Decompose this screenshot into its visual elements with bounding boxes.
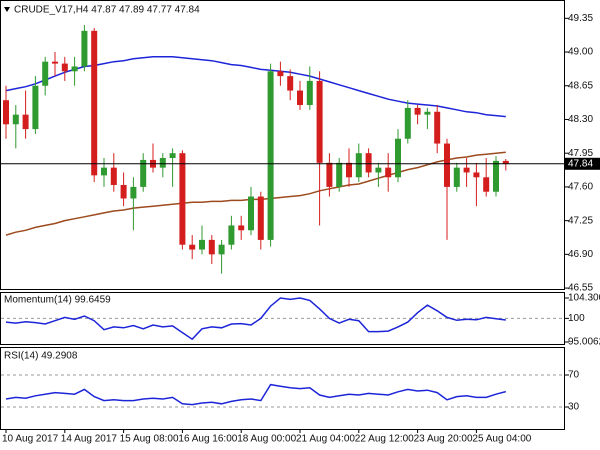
candle-body [502, 160, 509, 164]
candle-body [277, 71, 284, 77]
candle-body [493, 160, 499, 192]
y-tick-label: 48.30 [568, 114, 593, 125]
candle-body [12, 114, 19, 125]
y-tick-label: 100 [568, 313, 585, 324]
moving-average [5, 56, 506, 118]
x-tick-label: 10 Aug 2017 [2, 434, 59, 445]
y-tick-label: 49.35 [568, 13, 593, 24]
candle-body [159, 158, 166, 168]
candle-body [208, 239, 215, 255]
candle-body [179, 153, 186, 245]
candle-body [434, 111, 441, 144]
candle-body [3, 100, 9, 125]
candle-body [257, 196, 264, 240]
candle-body [463, 167, 470, 173]
candle-body [375, 167, 382, 173]
candle-body [346, 162, 352, 178]
indicator-line [5, 383, 506, 406]
x-tick-label: 14 Aug 2017 [61, 434, 118, 445]
candle-body [32, 85, 39, 130]
candle-body [81, 30, 88, 67]
candle-body [365, 153, 372, 173]
candle-body [336, 162, 343, 187]
candle-body [71, 66, 78, 72]
y-tick-label: 30 [568, 402, 580, 413]
candle-body [101, 167, 107, 176]
candle-body [326, 162, 333, 187]
candle-body [61, 63, 68, 72]
candle-body [473, 172, 480, 178]
y-tick-label: 47.60 [568, 182, 593, 193]
x-tick-label: 22 Aug 12:00 [355, 434, 414, 445]
candle-body [228, 225, 235, 245]
indicator-title: RSI(14) 49.2908 [4, 351, 78, 362]
momentum-panel [0, 292, 565, 345]
x-tick-label: 16 Aug 16:00 [178, 434, 237, 445]
moving-average [5, 151, 506, 236]
candle-body [169, 153, 176, 159]
candle-body [385, 167, 392, 178]
x-tick-label: 25 Aug 04:00 [472, 434, 531, 445]
y-tick-label: 70 [568, 370, 580, 381]
candle-body [130, 186, 137, 199]
indicator-title: Momentum(14) 99.6459 [4, 295, 111, 306]
candle-body [22, 114, 29, 130]
y-tick-label: 47.95 [568, 148, 593, 159]
candle-body [453, 167, 460, 187]
candle-body [120, 184, 127, 199]
y-tick-label: 95.0062 [568, 337, 600, 348]
price-panel [0, 0, 565, 290]
candle-body [110, 167, 117, 185]
y-tick-label: 46.90 [568, 249, 593, 260]
y-tick-label: 46.55 [568, 283, 593, 294]
candle-body [297, 90, 303, 106]
candle-body [267, 71, 274, 240]
candle-body [42, 61, 49, 86]
candle-body [483, 177, 490, 192]
candle-body [199, 239, 205, 250]
y-tick-label: 48.65 [568, 80, 593, 91]
chart-title: CRUDE_V17,H4 47.87 47.89 47.77 47.84 [14, 5, 200, 16]
candle-body [91, 30, 98, 176]
candle-body [424, 111, 431, 115]
x-tick-label: 23 Aug 20:00 [414, 434, 473, 445]
symbol-icon [4, 7, 10, 12]
candle-body [395, 138, 401, 178]
indicator-line [5, 297, 506, 341]
y-tick-label: 47.25 [568, 215, 593, 226]
candle-body [404, 107, 411, 139]
y-tick-label: 49.00 [568, 47, 593, 58]
candle-body [52, 61, 58, 64]
candle-body [238, 225, 245, 231]
candle-body [306, 80, 313, 106]
candle-body [248, 196, 254, 231]
candle-body [316, 80, 323, 163]
candle-body [444, 143, 450, 187]
y-tick-label: 104.3006 [568, 293, 600, 304]
candle-body [218, 244, 225, 255]
last-price-label: 47.84 [568, 158, 593, 169]
x-tick-label: 15 Aug 08:00 [120, 434, 179, 445]
x-tick-label: 18 Aug 00:00 [237, 434, 296, 445]
candle-body [414, 107, 421, 115]
rsi-panel [0, 347, 565, 430]
candle-body [355, 153, 362, 178]
x-tick-label: 21 Aug 04:00 [296, 434, 355, 445]
candle-body [189, 244, 196, 250]
candle-body [287, 76, 294, 91]
candle-body [140, 159, 147, 187]
last-price-box [565, 157, 600, 170]
